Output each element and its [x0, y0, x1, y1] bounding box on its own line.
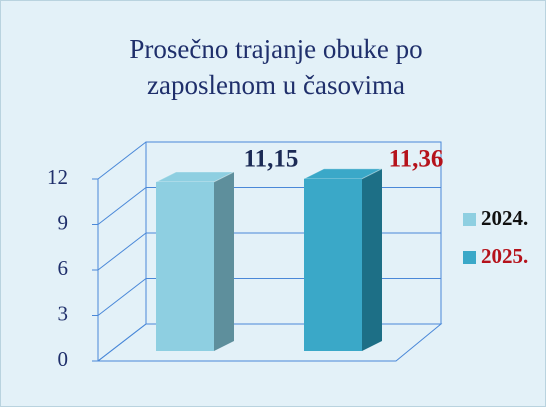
legend-swatch	[463, 213, 476, 226]
grid-line	[97, 323, 147, 362]
y-tick-label: 3	[58, 301, 69, 325]
value-label: 11,36	[389, 146, 444, 173]
bar	[156, 181, 214, 351]
y-tick-label: 6	[58, 256, 69, 280]
grid-line	[97, 232, 147, 271]
legend-label: 2024.	[481, 206, 528, 230]
grid-line	[97, 187, 147, 225]
legend-swatch	[463, 251, 476, 264]
bar-side	[362, 168, 382, 351]
value-label: 11,15	[244, 146, 299, 173]
floor	[96, 323, 443, 362]
y-tick-label: 9	[58, 210, 69, 234]
grid-line	[97, 141, 147, 180]
legend-label: 2025.	[481, 244, 528, 268]
y-tick-label: 12	[47, 165, 68, 189]
chart-title: Prosečno trajanje obuke po zaposlenom u …	[129, 34, 423, 100]
bar	[304, 178, 362, 351]
bar-side	[214, 171, 234, 351]
grid-line	[97, 278, 147, 316]
y-tick-label: 0	[58, 347, 69, 371]
